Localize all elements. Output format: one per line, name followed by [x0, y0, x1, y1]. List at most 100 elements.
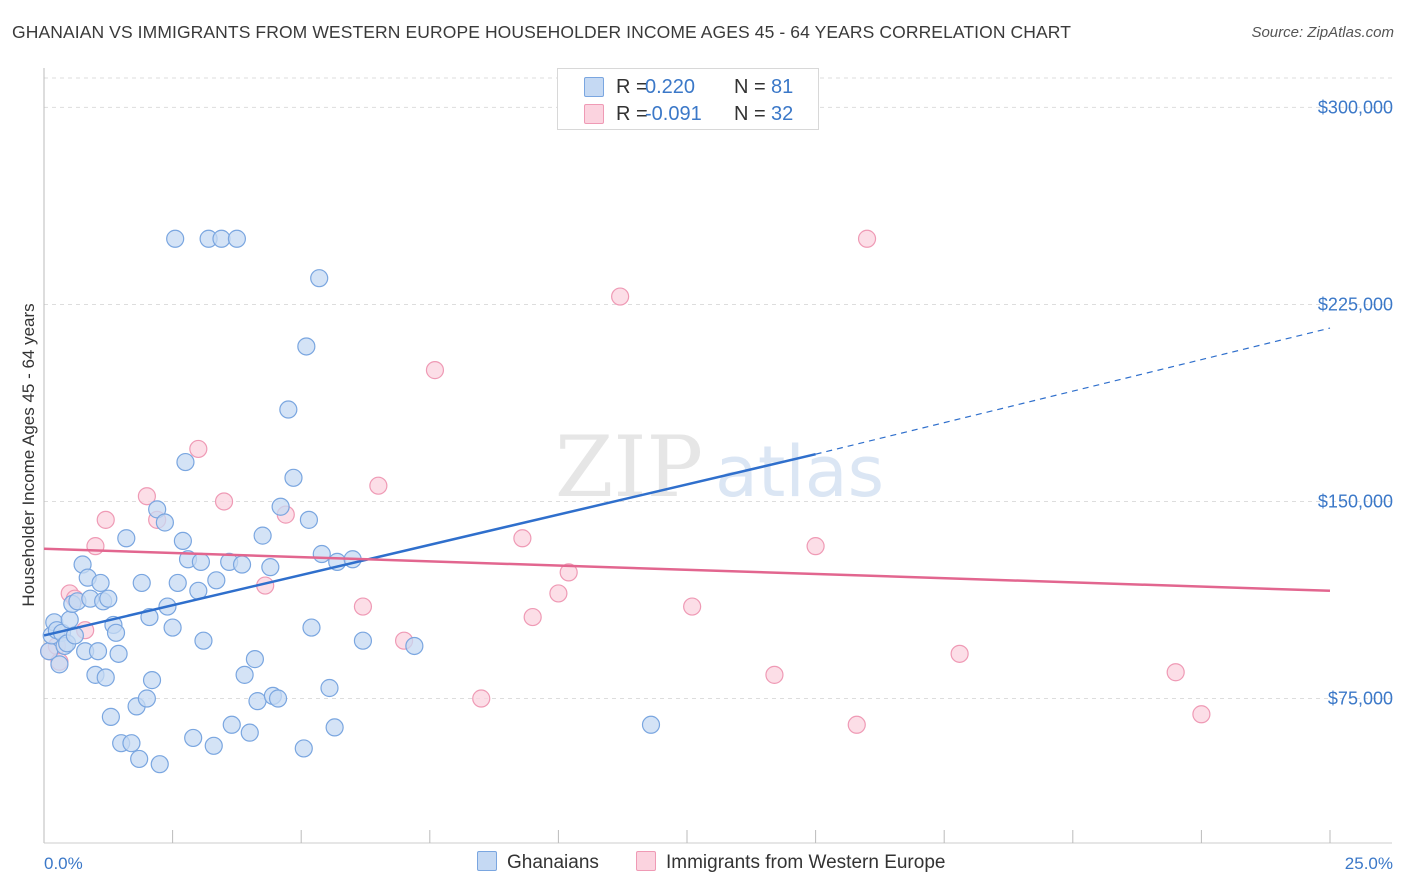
- ghanaian-point: [232, 555, 252, 574]
- ghanaian-point: [235, 665, 254, 684]
- y-tick-label: $225,000: [1318, 294, 1393, 314]
- x-tick-label-min: 0.0%: [44, 854, 83, 873]
- legend-swatch-pink: [636, 851, 656, 871]
- x-tick-label-max: 25.0%: [1345, 854, 1393, 873]
- ghanaian-point: [88, 642, 108, 661]
- ghanaian-point: [240, 723, 259, 742]
- legend-label-western-europe: Immigrants from Western Europe: [666, 852, 946, 873]
- ghanaian-point: [204, 736, 223, 755]
- ghanaian-point: [106, 623, 126, 642]
- western-europe-point: [86, 537, 105, 556]
- ghanaian-point: [50, 655, 69, 674]
- western-europe-point: [353, 597, 373, 616]
- ghanaian-point: [132, 573, 151, 593]
- western-europe-point: [683, 597, 702, 616]
- grid-lines: [44, 77, 1392, 700]
- western-europe-point: [425, 361, 445, 380]
- legend-label-ghanaians: Ghanaians: [507, 852, 599, 873]
- ghanaian-point: [137, 689, 156, 708]
- ghanaian-point: [96, 668, 115, 687]
- ghanaian-point: [99, 589, 118, 608]
- ghanaian-point: [310, 269, 329, 288]
- ghanaian-point: [130, 749, 149, 769]
- ghanaian-point: [245, 650, 265, 669]
- ghanaian-point: [261, 558, 280, 577]
- ghanaian-point: [91, 573, 110, 593]
- western-europe-point: [1166, 663, 1185, 682]
- legend-r-label: R =: [616, 103, 648, 125]
- western-europe-point: [857, 229, 877, 248]
- ghanaian-point: [207, 571, 226, 590]
- western-europe-point: [513, 529, 532, 548]
- ghanaian-point: [248, 692, 267, 711]
- trend-lines: [43, 327, 1331, 637]
- western-europe-point: [806, 537, 825, 556]
- ghanaian-point: [227, 229, 246, 248]
- ghanaian-point: [294, 739, 313, 758]
- ghanaian-point: [302, 618, 321, 637]
- ghanaian-point: [150, 755, 169, 774]
- ghanaian-point: [325, 718, 344, 737]
- series-legend-western-europe: Immigrants from Western Europe: [636, 851, 945, 874]
- ghanaian-point: [117, 529, 136, 548]
- ghanaian-point: [297, 337, 316, 356]
- watermark-zip: ZIP: [555, 418, 703, 516]
- ghanaian-point: [155, 513, 174, 532]
- western-europe-point: [950, 644, 969, 663]
- y-tick-labels: $75,000 $150,000 $225,000 $300,000: [1318, 97, 1393, 708]
- ghanaian-point: [312, 544, 331, 564]
- legend-r-value: -0.091: [645, 103, 702, 125]
- data-points: [40, 229, 1211, 774]
- western-europe-point: [765, 665, 784, 684]
- western-europe-point: [189, 439, 208, 459]
- ghanaian-point: [299, 510, 319, 529]
- source-credit: Source: ZipAtlas.com: [1251, 24, 1394, 41]
- ghanaian-point: [268, 689, 288, 708]
- ghanaian-point: [641, 715, 661, 734]
- ghanaian-point: [166, 229, 185, 248]
- western-europe-point: [559, 563, 578, 582]
- ghanaian-point: [271, 497, 290, 516]
- legend-swatch-blue: [477, 851, 497, 871]
- ghanaian-point: [109, 644, 128, 663]
- ghanaian-point: [284, 468, 303, 487]
- western-europe-point: [549, 584, 568, 603]
- western-europe-point: [847, 715, 866, 734]
- ghanaian-point: [191, 552, 210, 571]
- chart-title: GHANAIAN VS IMMIGRANTS FROM WESTERN EURO…: [12, 22, 1072, 42]
- ghanaian-point: [176, 452, 195, 472]
- ghanaian-point: [405, 636, 424, 656]
- ghanaian-point: [60, 610, 79, 629]
- ghanaian-point: [122, 734, 141, 753]
- y-tick-label: $150,000: [1318, 491, 1393, 511]
- western-europe-point: [472, 689, 491, 708]
- legend-n-value: 81: [771, 76, 794, 98]
- ghanaian-trend-line: [43, 452, 816, 637]
- ghanaian-point: [163, 618, 182, 637]
- ghanaian-point: [101, 707, 120, 726]
- ghanaian-point: [253, 526, 272, 545]
- western-europe-point: [1192, 705, 1211, 724]
- series-legend-ghanaians: Ghanaians: [477, 851, 599, 874]
- ghanaian-point: [194, 631, 213, 650]
- western-europe-point: [523, 607, 542, 627]
- legend-n-label: N =: [734, 103, 766, 125]
- western-europe-trend-line: [43, 547, 1331, 593]
- ghanaian-point: [168, 573, 187, 593]
- western-europe-point: [214, 492, 234, 511]
- legend-n-value: 32: [771, 103, 794, 125]
- legend-r-label: R =: [616, 76, 648, 98]
- ghanaian-point: [173, 531, 192, 550]
- legend-r-value: 0.220: [645, 76, 696, 98]
- ghanaian-point: [320, 678, 339, 698]
- western-europe-point: [611, 287, 630, 306]
- ghanaian-point: [353, 631, 373, 650]
- ghanaian-point: [184, 728, 203, 748]
- ghanaian-point: [212, 229, 231, 248]
- legend-n-label: N =: [734, 76, 766, 98]
- x-tick-marks: [172, 830, 1331, 843]
- y-tick-label: $75,000: [1328, 689, 1393, 709]
- ghanaian-point: [142, 671, 162, 690]
- ghanaian-trend-extension: [815, 327, 1331, 455]
